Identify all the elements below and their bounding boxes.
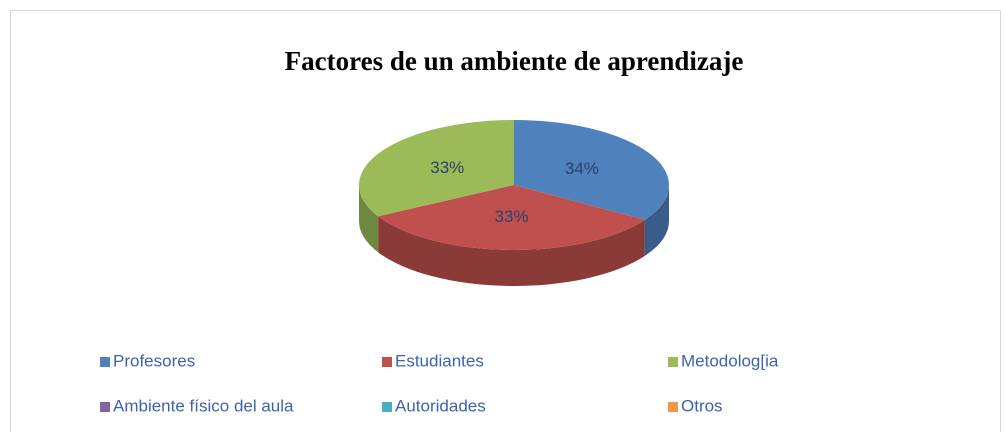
legend-swatch xyxy=(100,357,110,367)
pie-slice xyxy=(514,120,669,220)
data-label: 33% xyxy=(430,158,464,177)
data-label: 34% xyxy=(565,159,599,178)
legend-label: Autoridades xyxy=(395,396,486,415)
pie-slice-side xyxy=(644,185,669,256)
data-label: 33% xyxy=(495,207,529,226)
legend-label: Ambiente físico del aula xyxy=(113,396,294,415)
pie-slice-side xyxy=(378,216,645,287)
legend-label: Otros xyxy=(681,396,723,415)
legend-swatch xyxy=(382,357,392,367)
pie-slice xyxy=(378,185,645,251)
pie-tops xyxy=(358,120,669,251)
legend-swatch xyxy=(100,402,110,412)
legend-label: Metodolog[ia xyxy=(681,351,779,370)
legend-swatch xyxy=(668,357,678,367)
chart-title: Factores de un ambiente de aprendizaje xyxy=(285,46,744,76)
legend-swatch xyxy=(668,402,678,412)
legend-label: Profesores xyxy=(113,351,195,370)
legend-swatch xyxy=(382,402,392,412)
legend-label: Estudiantes xyxy=(395,351,484,370)
pie-slice xyxy=(358,120,514,217)
pie-sides xyxy=(359,185,669,287)
pie-slice-side xyxy=(359,185,379,253)
